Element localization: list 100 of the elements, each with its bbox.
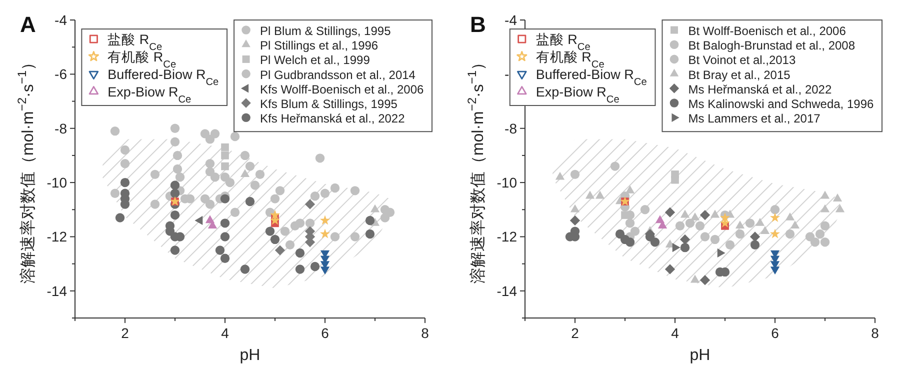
legend-label: Pl Blum & Stillings, 1995	[260, 24, 392, 38]
point	[304, 199, 316, 210]
point	[315, 154, 325, 163]
point	[380, 213, 390, 222]
point	[770, 205, 780, 214]
point	[230, 132, 240, 142]
point	[240, 150, 250, 160]
point	[815, 229, 825, 239]
x-tick-label: 2	[571, 325, 580, 341]
legend-label: Bt Wolff-Boenisch et al., 2006	[688, 24, 846, 38]
legend-label: Buffered-Biow R$_{Ce}$	[536, 67, 648, 88]
point	[274, 245, 286, 256]
x-tick-label: 6	[771, 325, 780, 341]
point	[717, 248, 726, 258]
legend-label: Bt Balogh-Brunstad et al., 2008	[688, 38, 856, 53]
point	[170, 188, 180, 198]
point	[725, 240, 735, 250]
point	[710, 234, 720, 244]
point	[700, 232, 710, 242]
point	[680, 234, 690, 244]
y-tick-label: -12	[46, 228, 68, 245]
x-tick-label: 8	[421, 325, 430, 341]
chart-title: A	[20, 12, 36, 37]
point	[330, 183, 340, 193]
y-tick-label: -12	[496, 228, 518, 245]
x-tick-label: 4	[221, 325, 230, 341]
point	[625, 185, 635, 194]
point	[240, 169, 250, 178]
x-tick-label: 2	[121, 325, 130, 341]
legend-label: Kfs Heřmanská et al., 2022	[260, 112, 406, 126]
point	[790, 220, 800, 229]
point	[170, 210, 180, 220]
point	[220, 194, 230, 204]
point	[760, 226, 770, 234]
legend-label: Exp-Biow R$_{Ce}$	[536, 84, 620, 105]
point	[170, 246, 180, 255]
point	[215, 246, 225, 255]
point	[220, 232, 230, 242]
point	[700, 275, 710, 286]
legend-label: Kfs Blum & Stillings, 1995	[260, 97, 398, 111]
point	[805, 232, 815, 242]
point	[210, 172, 220, 182]
point	[230, 208, 240, 217]
legend-label: 有机酸 R$_{Ce}$	[536, 50, 605, 70]
point	[250, 180, 260, 190]
point	[205, 200, 215, 209]
point	[310, 191, 320, 201]
point	[205, 158, 215, 168]
point	[221, 162, 229, 170]
point	[610, 162, 620, 171]
legend-label: Ms Lammers et al., 2017	[688, 112, 821, 126]
point	[270, 210, 280, 220]
point	[755, 218, 765, 226]
x-axis-title: pH	[240, 347, 260, 364]
point	[690, 212, 700, 220]
point	[320, 215, 330, 225]
point	[175, 172, 185, 182]
point	[655, 215, 665, 224]
point	[750, 232, 760, 242]
point	[170, 137, 180, 147]
point	[570, 204, 580, 212]
point	[295, 218, 305, 228]
point	[745, 218, 755, 228]
chart-title: B	[470, 12, 486, 37]
legend-label: Ms Heřmanská et al., 2022	[688, 82, 832, 96]
point	[700, 210, 710, 220]
point	[305, 218, 315, 228]
point	[570, 215, 580, 226]
point	[615, 229, 625, 239]
point	[295, 264, 305, 274]
point	[370, 204, 380, 212]
point	[240, 264, 250, 274]
point	[350, 186, 360, 196]
point	[695, 221, 705, 230]
y-tick-label: -10	[46, 174, 68, 191]
point	[310, 262, 320, 272]
point	[832, 194, 842, 202]
point	[120, 145, 130, 155]
point	[770, 212, 780, 222]
point	[280, 226, 290, 236]
point	[720, 212, 730, 222]
y-tick-label: -6	[54, 66, 68, 82]
point	[330, 232, 340, 242]
legend-label: Ms Kalinowski and Schweda, 1996	[688, 97, 874, 111]
point	[120, 178, 130, 188]
point	[820, 221, 830, 230]
point	[595, 190, 605, 199]
legend-label: Bt Bray et al., 2015	[688, 68, 791, 82]
point	[220, 218, 230, 228]
y-tick-label: -4	[504, 12, 518, 28]
point	[785, 229, 795, 239]
point	[820, 190, 830, 199]
point	[270, 194, 280, 204]
legend-label: Kfs Wolff-Boenisch et al., 2006	[260, 82, 424, 96]
point	[270, 234, 280, 244]
point	[710, 210, 720, 218]
y-tick-label: -14	[496, 282, 518, 299]
point	[150, 200, 160, 209]
point	[625, 218, 635, 228]
point	[275, 186, 285, 196]
